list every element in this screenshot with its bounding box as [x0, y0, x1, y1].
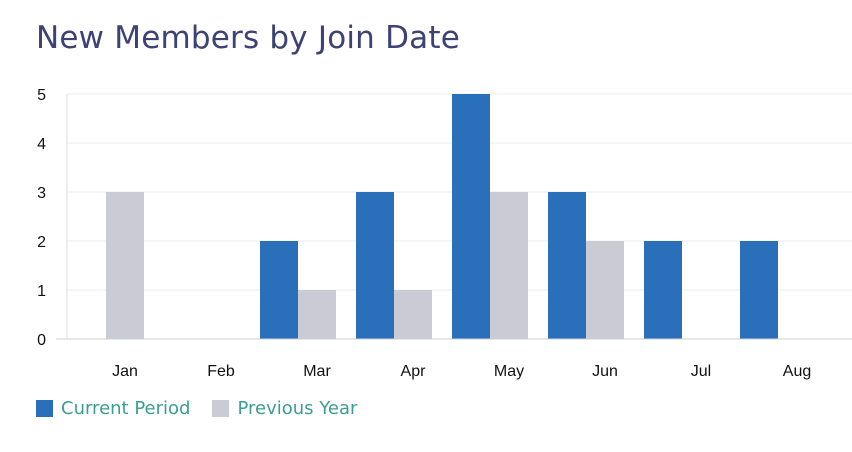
bar-previous-year-jun[interactable]: [586, 241, 624, 339]
y-tick-label-0: 0: [37, 332, 46, 349]
legend-swatch-current-period: [36, 400, 53, 417]
bar-current-period-mar[interactable]: [260, 241, 298, 339]
x-tick-label-feb: Feb: [207, 363, 235, 380]
bars: [106, 94, 778, 339]
x-tick-label-apr: Apr: [401, 363, 427, 380]
bar-current-period-may[interactable]: [452, 94, 490, 339]
bar-current-period-jun[interactable]: [548, 192, 586, 339]
x-tick-label-jan: Jan: [112, 363, 138, 380]
y-tick-label-1: 1: [37, 283, 46, 300]
axes: 0 1 2 3 4 5 Jan Feb Mar Apr May Jun Jul Aug: [37, 87, 852, 380]
bar-previous-year-may[interactable]: [490, 192, 528, 339]
x-tick-label-jul: Jul: [691, 363, 711, 380]
bar-current-period-jul[interactable]: [644, 241, 682, 339]
legend: Current Period Previous Year: [36, 398, 379, 419]
x-tick-label-may: May: [494, 363, 524, 380]
bar-previous-year-apr[interactable]: [394, 290, 432, 339]
bar-current-period-aug[interactable]: [740, 241, 778, 339]
y-tick-label-3: 3: [37, 185, 46, 202]
y-tick-label-2: 2: [37, 234, 46, 251]
legend-label-current-period: Current Period: [61, 398, 191, 419]
x-tick-label-jun: Jun: [592, 363, 618, 380]
y-tick-label-5: 5: [37, 87, 46, 104]
chart-title: New Members by Join Date: [36, 20, 460, 56]
y-tick-label-4: 4: [37, 136, 46, 153]
chart-area: 0 1 2 3 4 5 Jan Feb Mar Apr May Jun Jul Aug: [37, 87, 852, 380]
legend-swatch-previous-year: [212, 400, 230, 417]
legend-item-current-period[interactable]: Current Period: [36, 398, 190, 419]
bar-previous-year-jan[interactable]: [106, 192, 144, 339]
x-tick-label-mar: Mar: [303, 363, 331, 380]
bar-chart: 0 1 2 3 4 5 Jan Feb Mar Apr May Jun Jul Aug: [37, 87, 852, 380]
x-tick-label-aug: Aug: [783, 363, 811, 380]
bar-previous-year-mar[interactable]: [298, 290, 336, 339]
legend-label-previous-year: Previous Year: [237, 398, 358, 419]
bar-current-period-apr[interactable]: [356, 192, 394, 339]
legend-item-previous-year[interactable]: Previous Year: [212, 398, 357, 419]
